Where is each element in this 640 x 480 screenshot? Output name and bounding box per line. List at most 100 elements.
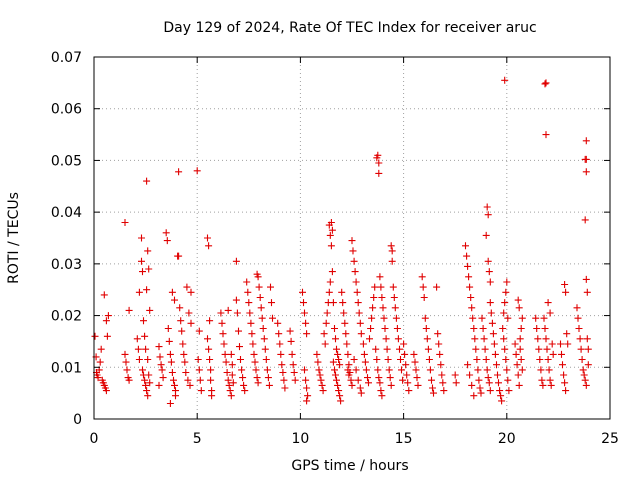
data-point [356, 384, 364, 392]
data-point [239, 374, 247, 382]
data-point [452, 379, 460, 387]
data-point [233, 309, 241, 317]
data-point [286, 327, 294, 335]
data-point [194, 356, 202, 363]
data-point [484, 374, 492, 382]
data-point [263, 366, 271, 374]
data-point [481, 345, 489, 353]
data-point [563, 330, 571, 338]
data-point [473, 356, 481, 363]
data-point [225, 381, 233, 389]
data-point [204, 234, 211, 242]
data-point [486, 278, 494, 286]
data-point [575, 325, 583, 332]
data-point [440, 387, 448, 395]
data-point [494, 371, 501, 379]
data-point [435, 340, 443, 348]
data-point [156, 353, 164, 361]
data-point [386, 374, 394, 382]
data-point [493, 361, 500, 369]
data-point [140, 317, 147, 325]
data-point [412, 366, 420, 374]
data-point [347, 376, 355, 384]
data-point [262, 356, 270, 363]
data-point [370, 294, 378, 301]
data-point [559, 361, 566, 369]
data-point [332, 335, 339, 343]
data-point [333, 345, 340, 353]
data-point [564, 340, 572, 348]
data-point [501, 76, 509, 84]
data-point [303, 384, 311, 392]
data-point [206, 356, 214, 363]
data-point [334, 350, 342, 358]
data-point [175, 252, 183, 260]
data-point [476, 384, 484, 392]
data-point [327, 219, 335, 226]
data-point [357, 330, 365, 338]
data-point [328, 268, 336, 276]
data-point [193, 167, 201, 175]
y-tick-label: 0.03 [51, 257, 82, 273]
data-point [582, 381, 590, 389]
data-point [578, 356, 586, 363]
data-point [544, 299, 552, 307]
data-point [340, 309, 348, 317]
data-point [372, 345, 380, 353]
data-point [257, 304, 265, 312]
data-point [369, 304, 377, 312]
data-point [227, 350, 235, 358]
data-point [94, 374, 102, 382]
data-point [483, 203, 491, 211]
data-point [437, 361, 445, 369]
data-point [387, 242, 395, 250]
data-point [487, 309, 495, 317]
data-point [425, 356, 433, 363]
data-point [350, 356, 358, 363]
data-point [482, 356, 490, 363]
data-point [336, 392, 344, 400]
x-tick-label: 25 [601, 431, 619, 447]
data-point [288, 350, 296, 358]
data-point [468, 381, 476, 389]
data-point [236, 343, 243, 351]
data-point [466, 371, 474, 379]
x-axis-label: GPS time / hours [291, 458, 408, 474]
data-point [183, 283, 191, 291]
data-point [353, 288, 361, 296]
data-point [178, 327, 186, 335]
data-point [300, 299, 307, 307]
x-tick-label: 5 [193, 431, 202, 447]
data-point [220, 340, 228, 348]
data-point [354, 299, 362, 307]
data-point [143, 387, 151, 395]
data-point [207, 366, 215, 374]
data-point [269, 314, 276, 322]
data-point [580, 371, 588, 379]
data-point [583, 335, 591, 343]
data-point [514, 371, 522, 379]
data-point [252, 366, 260, 374]
data-point [422, 325, 430, 332]
data-point [584, 345, 592, 353]
data-point [268, 299, 275, 307]
data-point [331, 366, 338, 374]
data-point [501, 345, 509, 353]
data-point [248, 330, 256, 338]
data-point [348, 237, 356, 245]
data-point [222, 358, 230, 366]
data-point [133, 335, 141, 343]
data-point [483, 366, 491, 374]
data-point [512, 350, 520, 358]
data-point [172, 392, 179, 400]
data-point [229, 379, 237, 387]
data-point [581, 216, 589, 224]
data-point [320, 330, 328, 338]
data-point [379, 304, 387, 312]
data-point [518, 314, 526, 322]
data-point [181, 358, 189, 366]
data-point [164, 325, 172, 332]
data-point [246, 309, 254, 317]
data-point [359, 340, 367, 348]
data-point [380, 314, 388, 322]
